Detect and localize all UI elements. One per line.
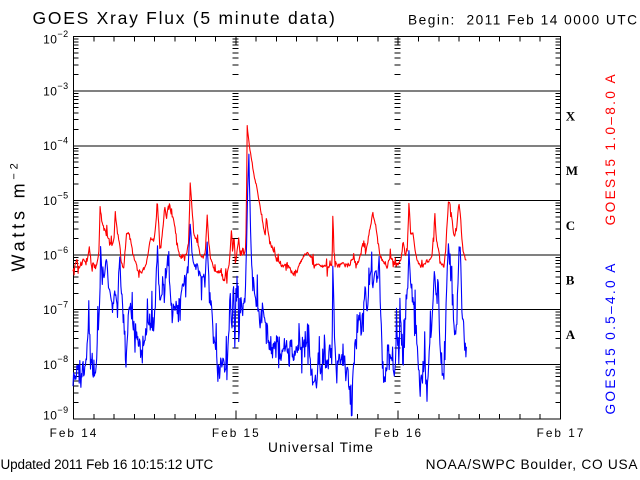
svg-text:Feb 16: Feb 16 [374, 426, 423, 440]
svg-text:X: X [566, 109, 576, 124]
svg-text:M: M [566, 163, 578, 178]
svg-text:Watts m−2: Watts m−2 [9, 159, 29, 271]
svg-text:GOES15 1.0–8.0 A: GOES15 1.0–8.0 A [603, 72, 618, 225]
svg-text:NOAA/SWPC Boulder, CO USA: NOAA/SWPC Boulder, CO USA [426, 457, 639, 472]
svg-text:B: B [566, 272, 575, 287]
svg-text:Feb 15: Feb 15 [212, 426, 261, 440]
svg-text:C: C [566, 218, 575, 233]
svg-text:Feb 14: Feb 14 [50, 426, 99, 440]
svg-text:Updated 2011 Feb 16 10:15:12 U: Updated 2011 Feb 16 10:15:12 UTC [1, 457, 214, 472]
svg-text:Universal Time: Universal Time [268, 440, 374, 455]
svg-text:GOES Xray Flux (5 minute data): GOES Xray Flux (5 minute data) [33, 8, 337, 28]
svg-text:A: A [566, 327, 576, 342]
svg-text:Feb 17: Feb 17 [537, 426, 586, 440]
svg-text:GOES15 0.5–4.0 A: GOES15 0.5–4.0 A [603, 261, 618, 414]
svg-text:Begin: 2011 Feb 14 0000 UTC: Begin: 2011 Feb 14 0000 UTC [408, 13, 638, 28]
